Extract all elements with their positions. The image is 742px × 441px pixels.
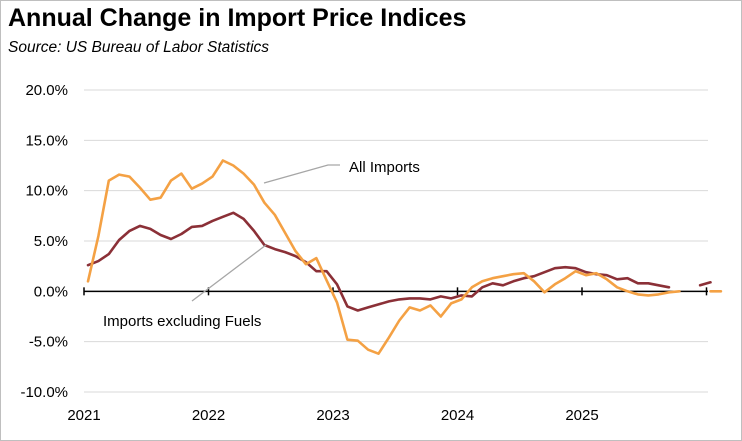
y-tick-label: 20.0% <box>25 82 68 99</box>
annotation-all-imports: All Imports <box>349 159 420 176</box>
series-all-imports <box>86 159 723 356</box>
series-line <box>86 211 671 312</box>
y-tick-label: 15.0% <box>25 132 68 149</box>
chart-subtitle: Source: US Bureau of Labor Statistics <box>8 39 270 56</box>
x-tick-label: 2021 <box>67 407 100 424</box>
chart-title: Annual Change in Import Price Indices <box>8 4 467 32</box>
annotation-imports-excluding-fuels: Imports excluding Fuels <box>103 313 261 330</box>
series-line <box>86 159 681 356</box>
y-tick-label: 0.0% <box>34 283 68 300</box>
y-tick-label: 5.0% <box>34 233 68 250</box>
series-imports-excluding-fuels <box>86 211 712 312</box>
y-tick-label: 10.0% <box>25 183 68 200</box>
y-tick-label: -5.0% <box>29 334 68 351</box>
x-tick-label: 2022 <box>192 407 225 424</box>
annotation-leader-excluding-fuels <box>191 244 267 302</box>
x-tick-label: 2024 <box>441 407 474 424</box>
annotation-leader-all-imports <box>263 164 340 184</box>
x-tick-label: 2025 <box>565 407 598 424</box>
series-line <box>698 280 712 287</box>
x-tick-label: 2023 <box>316 407 349 424</box>
y-tick-label: -10.0% <box>20 384 68 401</box>
